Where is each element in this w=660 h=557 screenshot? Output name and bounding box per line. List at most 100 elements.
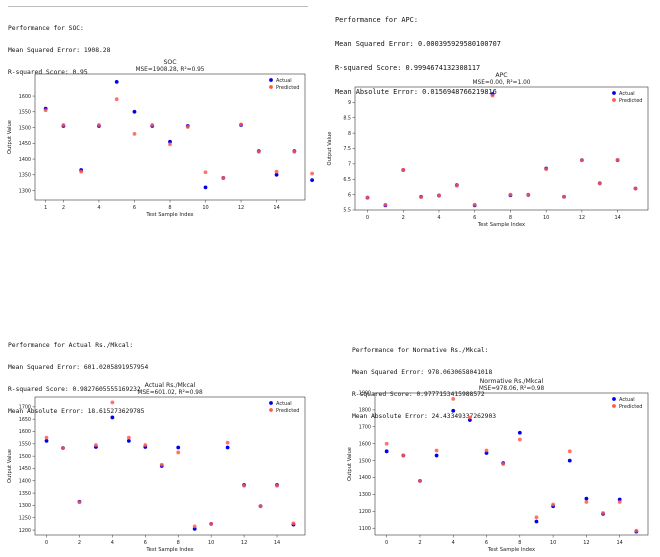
predicted-point: [526, 192, 531, 197]
predicted-point: [517, 437, 522, 442]
legend-predicted-label: Predicted: [276, 408, 299, 414]
perf-line: Performance for SOC:: [8, 24, 84, 32]
x-tick-label: 8: [518, 540, 521, 546]
predicted-point: [291, 521, 296, 526]
x-tick-label: 4: [452, 540, 455, 546]
x-tick-label: 12: [238, 205, 244, 211]
x-tick-label: 2: [402, 215, 405, 221]
perf-line: Mean Squared Error: 601.0205891957954: [8, 364, 149, 372]
predicted-point: [384, 441, 389, 446]
predicted-point: [132, 131, 137, 136]
predicted-point: [365, 195, 370, 200]
predicted-point: [242, 483, 246, 488]
legend-predicted-marker: [269, 85, 273, 89]
y-tick-label: 1450: [19, 141, 31, 147]
legend-actual-marker: [269, 78, 273, 82]
chart-title: SOC: [163, 59, 176, 66]
actual-rs-performance-text: Performance for Actual Rs./Mkcal: Mean S…: [8, 327, 148, 431]
x-tick-label: 8: [177, 540, 180, 546]
chart-title: Normative Rs./Mkcal: [480, 378, 544, 385]
actual-point: [114, 79, 119, 84]
y-tick-label: 1350: [19, 491, 31, 497]
predicted-point: [617, 500, 622, 504]
perf-line: Mean Absolute Error: 0.0156948766219816: [335, 88, 497, 96]
y-tick-label: 1400: [19, 478, 31, 484]
y-tick-label: 6: [348, 192, 351, 198]
x-tick-label: 10: [208, 540, 214, 546]
predicted-point: [44, 435, 49, 440]
legend-actual-label: Actual: [276, 78, 292, 84]
predicted-point: [551, 502, 556, 507]
y-tick-label: 1500: [19, 125, 31, 131]
y-tick-label: 6.5: [343, 177, 351, 183]
plot-frame: [354, 86, 649, 211]
y-tick-label: 1300: [19, 188, 31, 194]
x-tick-label: 2: [62, 205, 65, 211]
y-tick-label: 7.5: [343, 146, 351, 152]
x-tick-label: 12: [583, 540, 589, 546]
y-tick-label: 1600: [19, 429, 31, 435]
chart-subtitle: MSE=601.02, R²=0.98: [137, 389, 203, 396]
predicted-point: [534, 515, 539, 520]
x-tick-label: 6: [133, 205, 136, 211]
predicted-point: [192, 524, 197, 529]
y-tick-label: 1600: [19, 94, 31, 100]
y-tick-label: 8: [348, 131, 351, 137]
predicted-point: [275, 483, 279, 488]
y-tick-label: 1400: [359, 475, 371, 481]
y-tick-label: 1200: [19, 528, 31, 534]
y-tick-label: 8.5: [343, 115, 351, 121]
x-tick-label: 2: [78, 540, 81, 546]
chart-title: APC: [495, 72, 507, 79]
y-tick-label: 1550: [19, 442, 31, 448]
x-tick-label: 12: [579, 215, 585, 221]
predicted-point: [454, 183, 459, 188]
predicted-point: [221, 176, 226, 180]
predicted-point: [401, 453, 406, 458]
predicted-point: [110, 400, 115, 405]
x-tick-label: 14: [617, 540, 623, 546]
plot-frame: [34, 73, 306, 201]
predicted-point: [567, 449, 572, 454]
y-tick-label: 1500: [19, 454, 31, 460]
legend-actual-label: Actual: [276, 401, 292, 407]
legend-actual-marker: [612, 397, 616, 401]
x-tick-label: 14: [273, 205, 279, 211]
predicted-point: [437, 193, 441, 198]
y-tick-label: 1400: [19, 157, 31, 163]
chart-title: Actual Rs./Mkcal: [145, 382, 196, 389]
x-tick-label: 0: [366, 215, 369, 221]
predicted-point: [256, 149, 261, 154]
actual-point: [126, 438, 131, 443]
predicted-point: [615, 157, 620, 162]
legend-actual-label: Actual: [619, 91, 635, 97]
y-tick-label: 1700: [19, 405, 31, 411]
perf-line: Mean Squared Error: 0.000395929580100707: [335, 40, 501, 48]
predicted-point: [501, 462, 506, 466]
y-axis-label: Output Value: [327, 132, 333, 166]
x-tick-label: 12: [241, 540, 247, 546]
x-tick-label: 8: [509, 215, 512, 221]
predicted-point: [544, 167, 549, 172]
predicted-point: [126, 435, 131, 440]
x-tick-label: 4: [111, 540, 114, 546]
y-axis-label: Output Value: [7, 449, 13, 483]
perf-line: Mean Absolute Error: 24.43349337262903: [352, 413, 497, 421]
predicted-point: [185, 125, 190, 129]
actual-point: [534, 519, 539, 524]
x-tick-label: 10: [202, 205, 208, 211]
predicted-point: [143, 443, 148, 447]
x-tick-label: 1: [44, 205, 47, 211]
actual-point: [110, 415, 115, 420]
chart-subtitle: MSE=978.06, R²=0.98: [479, 385, 545, 392]
actual-point: [310, 178, 315, 183]
predicted-point: [601, 511, 605, 515]
actual-point: [434, 453, 439, 458]
actual-point: [176, 445, 181, 450]
perf-line: R-squared Score: 0.9777153415988572: [352, 391, 485, 399]
perf-line: Mean Squared Error: 978.0630658041018: [352, 369, 493, 377]
legend-actual-label: Actual: [619, 397, 635, 403]
predicted-point: [168, 142, 172, 147]
y-tick-label: 1200: [359, 509, 371, 515]
